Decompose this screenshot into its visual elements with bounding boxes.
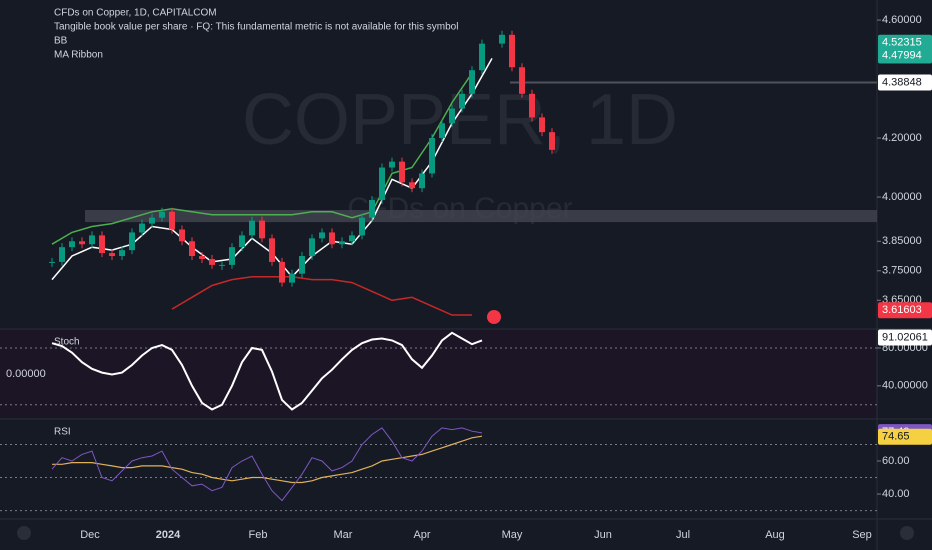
candle	[149, 217, 155, 224]
x-tick-label: Feb	[249, 529, 268, 541]
candle	[299, 256, 305, 274]
rsi-panel-bg	[0, 420, 877, 518]
candle	[429, 138, 435, 174]
price-label: 4.52315	[882, 37, 922, 49]
candle	[389, 161, 395, 168]
x-tick-label: Sep	[852, 529, 872, 541]
candle	[229, 247, 235, 265]
price-label-bg	[878, 329, 932, 346]
candle	[199, 256, 205, 259]
price-label: 4.47994	[882, 49, 922, 61]
indicator-line	[171, 275, 472, 316]
x-tick-label: 2024	[156, 529, 181, 541]
left-label: 0.00000	[6, 368, 46, 380]
candle	[279, 261, 285, 283]
candle	[459, 93, 465, 109]
indicator-label: RSI	[54, 427, 71, 438]
x-tick-label: May	[502, 529, 523, 541]
candle	[69, 241, 75, 248]
candle	[419, 173, 425, 189]
candle	[479, 43, 485, 71]
rsi-ma-line	[52, 435, 483, 484]
candle	[309, 238, 315, 257]
oscillator-line	[51, 427, 483, 502]
candle	[49, 261, 55, 263]
candle	[439, 123, 445, 139]
y-tick-label: 3.75000	[882, 265, 922, 277]
candle	[449, 108, 455, 124]
candle	[549, 132, 555, 150]
candle	[369, 199, 375, 218]
candle	[139, 223, 145, 233]
y-tick-label: 4.00000	[882, 191, 922, 203]
y-tick-label: 4.60000	[882, 14, 922, 26]
x-tick-label: Mar	[334, 529, 353, 541]
timezone-icon[interactable]	[17, 526, 31, 540]
candle	[169, 211, 175, 230]
x-tick-label: Dec	[80, 529, 100, 541]
candle	[179, 229, 185, 242]
candle	[59, 247, 65, 262]
price-label-bg	[878, 47, 932, 64]
candle	[539, 117, 545, 133]
candle	[219, 264, 225, 266]
price-label-bg	[878, 74, 932, 91]
candle	[89, 235, 95, 245]
x-tick-label: Jul	[676, 529, 690, 541]
x-tick-label: Jun	[594, 529, 612, 541]
candle	[519, 67, 525, 94]
price-label: 74.65	[882, 431, 910, 443]
candle	[319, 232, 325, 239]
candle	[119, 250, 125, 257]
candle	[209, 258, 215, 265]
price-label: 4.38848	[882, 76, 922, 88]
candle	[359, 217, 365, 236]
x-tick-label: Apr	[413, 529, 430, 541]
candle	[509, 34, 515, 68]
candle	[129, 232, 135, 251]
candle	[349, 235, 355, 242]
price-label: 91.02061	[882, 331, 928, 343]
price-label-bg	[878, 302, 932, 319]
candle	[269, 238, 275, 262]
fundamental-note: Tangible book value per share · FQ: This…	[54, 22, 458, 33]
candle	[409, 182, 415, 189]
candle	[469, 70, 475, 94]
y-tick-label: 4.20000	[882, 132, 922, 144]
y-tick-label: 40.00	[882, 488, 910, 500]
candle	[159, 211, 165, 218]
x-tick-label: Aug	[765, 529, 785, 541]
candle	[289, 273, 295, 283]
auto-scale-icon[interactable]	[900, 526, 914, 540]
y-tick-label: 60.00	[882, 455, 910, 467]
symbol-line: CFDs on Copper, 1D, CAPITALCOM	[54, 8, 217, 19]
ma-ribbon-label: MA Ribbon	[54, 50, 103, 61]
candle	[529, 93, 535, 118]
price-label-bg	[878, 428, 932, 445]
bb-label: BB	[54, 36, 68, 47]
candle	[79, 241, 85, 245]
candle	[329, 232, 335, 245]
watermark-title: COPPER, 1D	[242, 80, 678, 160]
indicator-label: Stoch	[54, 337, 80, 348]
candle	[239, 235, 245, 248]
candle	[109, 253, 115, 257]
candle	[249, 220, 255, 236]
candle	[399, 161, 405, 183]
zone	[85, 210, 877, 223]
y-tick-label: 3.85000	[882, 235, 922, 247]
candle	[339, 241, 345, 245]
event-icon[interactable]	[487, 310, 501, 324]
oscillator-line	[51, 331, 483, 411]
price-label-bg	[878, 34, 932, 51]
price-label: 3.61603	[882, 304, 922, 316]
candle	[259, 220, 265, 239]
candle	[379, 167, 385, 200]
candle	[189, 241, 195, 257]
candle	[99, 235, 105, 254]
y-tick-label: 40.00000	[882, 380, 928, 392]
candle	[499, 34, 505, 44]
